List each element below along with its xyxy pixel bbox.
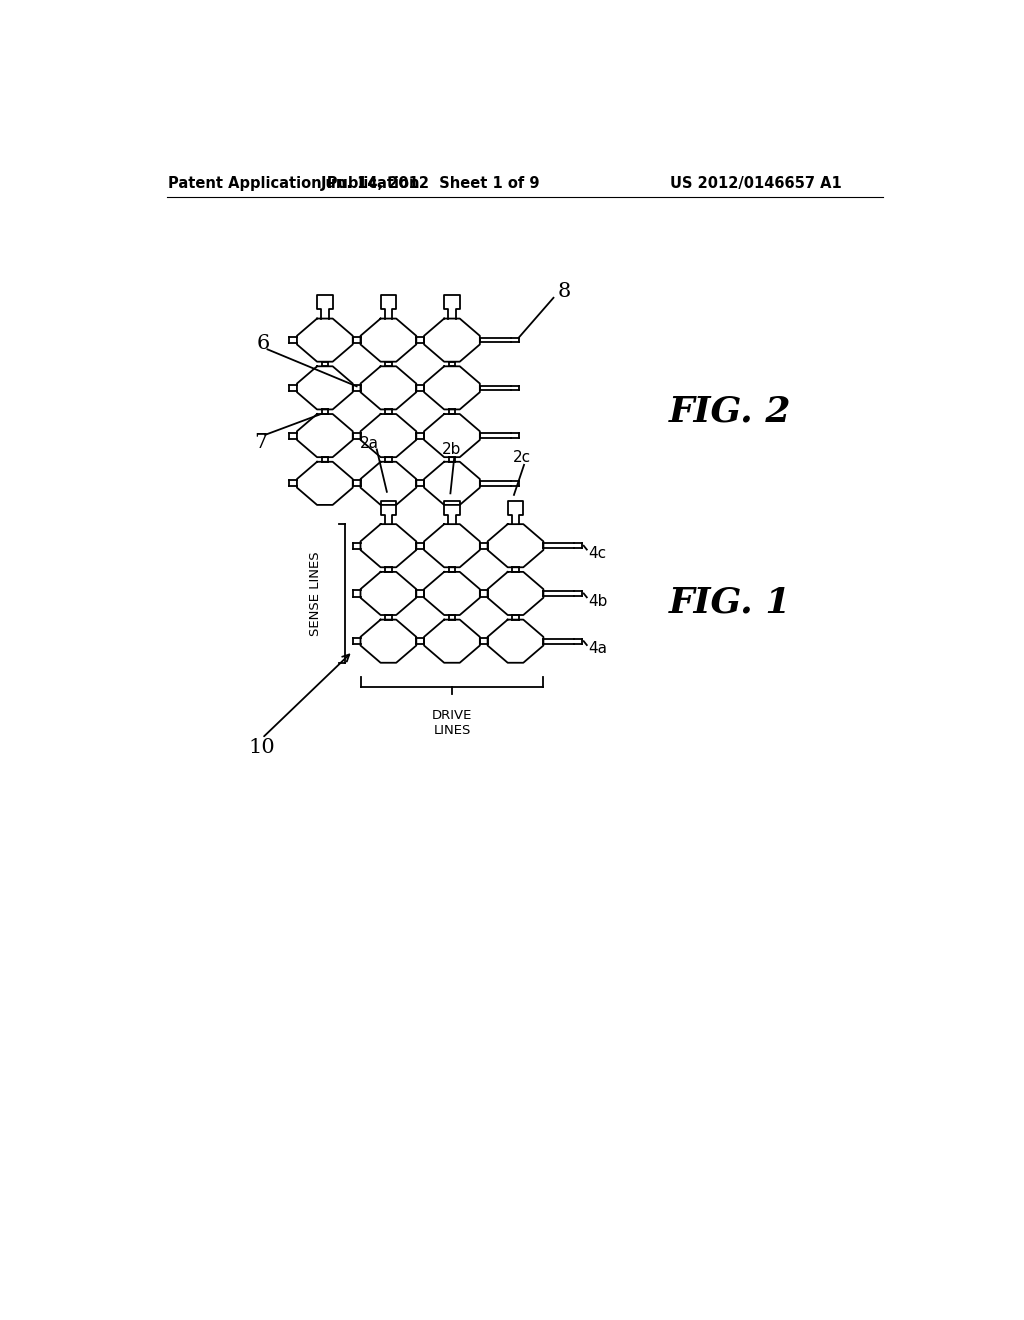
Text: 10: 10	[248, 738, 274, 756]
Text: FIG. 1: FIG. 1	[669, 586, 792, 620]
Text: 6: 6	[257, 334, 270, 354]
Text: 4a: 4a	[589, 642, 607, 656]
Text: 2b: 2b	[442, 442, 461, 457]
Text: 2c: 2c	[513, 450, 531, 465]
Text: 4b: 4b	[589, 594, 607, 609]
Text: 2a: 2a	[359, 436, 379, 451]
Text: US 2012/0146657 A1: US 2012/0146657 A1	[671, 177, 843, 191]
Text: FIG. 2: FIG. 2	[669, 395, 792, 429]
Text: 8: 8	[557, 282, 570, 301]
Text: 7: 7	[254, 433, 267, 451]
Text: DRIVE
LINES: DRIVE LINES	[432, 709, 472, 737]
Text: Jun. 14, 2012  Sheet 1 of 9: Jun. 14, 2012 Sheet 1 of 9	[321, 177, 540, 191]
Text: 4c: 4c	[589, 546, 606, 561]
Text: SENSE LINES: SENSE LINES	[309, 552, 323, 636]
Text: Patent Application Publication: Patent Application Publication	[168, 177, 420, 191]
